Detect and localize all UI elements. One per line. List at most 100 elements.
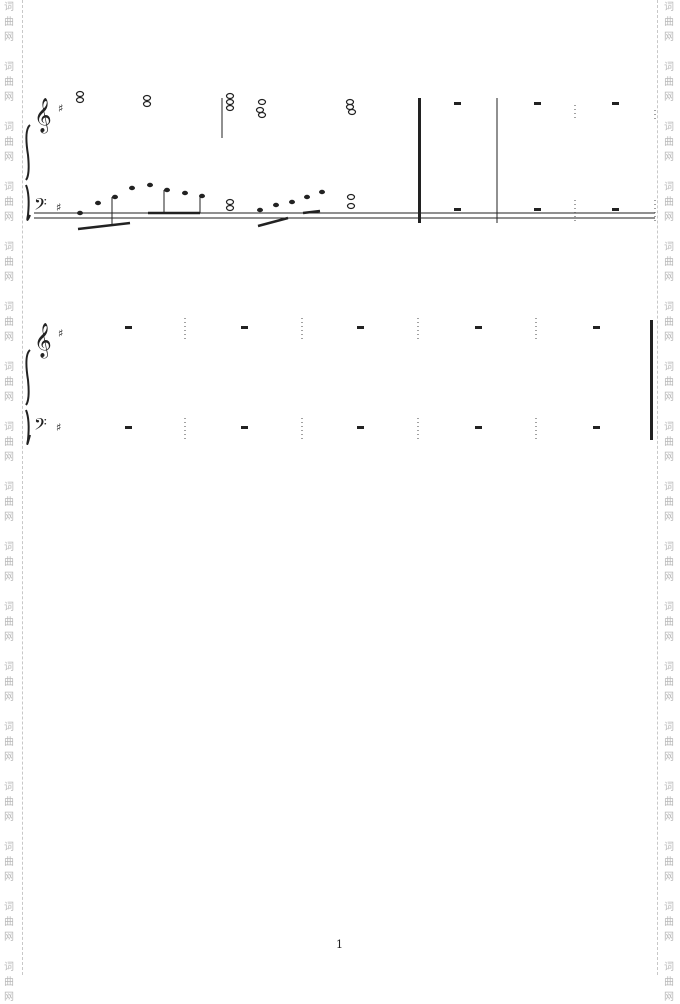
whole-rest — [125, 426, 132, 429]
watermark-char: 网 — [664, 152, 674, 163]
watermark-char: 网 — [4, 692, 14, 703]
watermark-char: 词 — [664, 602, 674, 613]
watermark-char: 曲 — [4, 17, 14, 28]
watermark-char: 网 — [4, 152, 14, 163]
watermark-char: 词 — [4, 722, 14, 733]
beam — [302, 209, 321, 215]
watermark-char: 网 — [664, 572, 674, 583]
watermark-char: 网 — [664, 812, 674, 823]
watermark-char: 词 — [664, 662, 674, 673]
watermark-char: 网 — [664, 992, 674, 1003]
whole-rest — [534, 102, 541, 105]
watermark-char: 网 — [664, 752, 674, 763]
note-head — [182, 190, 188, 196]
brace — [25, 409, 31, 445]
note-head — [257, 111, 267, 119]
watermark-char: 词 — [4, 782, 14, 793]
watermark-char: 网 — [4, 992, 14, 1003]
watermark-char: 网 — [664, 632, 674, 643]
whole-rest — [475, 326, 482, 329]
watermark-char: 词 — [664, 902, 674, 913]
watermark-char: 网 — [664, 932, 674, 943]
watermark-char: 曲 — [4, 917, 14, 928]
note-head — [225, 198, 235, 206]
watermark-char: 网 — [664, 872, 674, 883]
watermark-char: 曲 — [664, 977, 674, 988]
watermark-char: 词 — [664, 782, 674, 793]
note-head — [304, 194, 310, 200]
watermark-char: 网 — [664, 212, 674, 223]
watermark-char: 词 — [4, 182, 14, 193]
watermark-char: 词 — [4, 362, 14, 373]
whole-rest — [357, 326, 364, 329]
note-head — [273, 202, 279, 208]
whole-rest — [612, 208, 619, 211]
watermark-char: 词 — [4, 2, 14, 13]
note-head — [257, 207, 263, 213]
watermark-char: 词 — [664, 242, 674, 253]
watermark-char: 网 — [4, 512, 14, 523]
watermark-char: 网 — [4, 632, 14, 643]
watermark-char: 曲 — [664, 17, 674, 28]
note-head — [142, 100, 152, 108]
watermark-char: 曲 — [664, 257, 674, 268]
watermark-char: 词 — [664, 422, 674, 433]
note-head — [347, 108, 357, 116]
watermark-char: 曲 — [664, 77, 674, 88]
whole-rest — [241, 326, 248, 329]
page-number: 1 — [336, 938, 343, 951]
whole-rest — [593, 426, 600, 429]
watermark-char: 曲 — [664, 137, 674, 148]
watermark-char: 词 — [4, 602, 14, 613]
watermark-char: 词 — [4, 542, 14, 553]
watermark-char: 曲 — [664, 377, 674, 388]
watermark-char: 曲 — [4, 377, 14, 388]
watermark-char: 词 — [664, 182, 674, 193]
watermark-char: 词 — [664, 2, 674, 13]
watermark-char: 网 — [4, 452, 14, 463]
brace — [25, 184, 31, 221]
key-signature-sharp: ♯ — [56, 421, 61, 434]
note-head — [319, 189, 325, 195]
whole-rest — [454, 208, 461, 211]
note-head — [75, 90, 85, 98]
note-head — [345, 103, 355, 111]
watermark-char: 词 — [664, 962, 674, 973]
whole-rest — [612, 102, 619, 105]
watermark-char: 词 — [664, 722, 674, 733]
watermark-char: 曲 — [664, 857, 674, 868]
key-signature-sharp: ♯ — [58, 327, 63, 340]
watermark-char: 词 — [664, 62, 674, 73]
whole-rest — [593, 326, 600, 329]
watermark-char: 词 — [664, 362, 674, 373]
whole-rest — [454, 102, 461, 105]
watermark-char: 网 — [664, 332, 674, 343]
margin-line-right — [657, 0, 658, 975]
note-head — [75, 96, 85, 104]
whole-rest — [125, 326, 132, 329]
watermark-char: 曲 — [664, 917, 674, 928]
note-head — [225, 92, 235, 100]
note-head — [112, 194, 118, 200]
watermark-char: 曲 — [664, 497, 674, 508]
watermark-char: 词 — [664, 542, 674, 553]
note-head — [346, 193, 356, 201]
watermark-char: 词 — [4, 902, 14, 913]
watermark-char: 网 — [4, 932, 14, 943]
watermark-right: 词曲网词曲网词曲网词曲网词曲网词曲网词曲网词曲网词曲网词曲网词曲网词曲网词曲网词… — [662, 0, 680, 1003]
watermark-char: 曲 — [664, 737, 674, 748]
watermark-char: 网 — [4, 92, 14, 103]
watermark-char: 词 — [664, 842, 674, 853]
watermark-char: 词 — [4, 482, 14, 493]
watermark-char: 曲 — [4, 137, 14, 148]
treble-clef-icon: 𝄞 — [34, 323, 52, 359]
watermark-char: 网 — [4, 272, 14, 283]
watermark-char: 网 — [4, 32, 14, 43]
bass-clef-icon: 𝄢 — [34, 414, 47, 438]
note-head — [225, 98, 235, 106]
note-head — [225, 104, 235, 112]
note-head — [346, 202, 356, 210]
note-head — [77, 210, 83, 216]
note-head — [142, 94, 152, 102]
watermark-char: 网 — [664, 452, 674, 463]
